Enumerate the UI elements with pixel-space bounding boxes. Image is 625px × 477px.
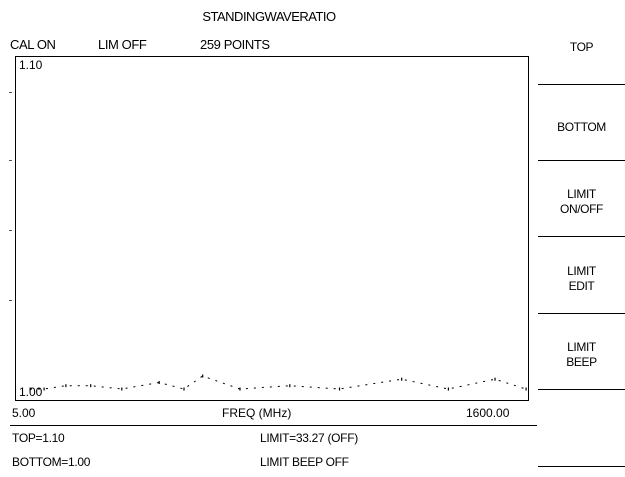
trace-point [43, 387, 45, 391]
plot-area: 1.10 1.00 [15, 56, 529, 401]
softkey-divider [538, 389, 625, 390]
limit-readout: LIMIT=33.27 (OFF) [260, 431, 358, 445]
beep-readout: LIMIT BEEP OFF [260, 455, 349, 469]
bottom-readout: BOTTOM=1.00 [12, 455, 91, 469]
softkey-divider [538, 236, 625, 237]
trace-point [525, 387, 527, 391]
x-start-label: 5.00 [12, 406, 36, 420]
limit-status: LIM OFF [98, 37, 147, 52]
top-readout: TOP=1.10 [12, 431, 65, 445]
y-bottom-label: 1.00 [19, 385, 43, 399]
softkey-panel: TOP BOTTOM LIMIT ON/OFF LIMIT EDIT LIMIT… [538, 0, 625, 477]
left-edge-tick [9, 230, 12, 231]
trace-point [401, 377, 403, 381]
softkey-limit-beep[interactable]: LIMIT BEEP [566, 340, 597, 369]
trace-point [65, 384, 67, 388]
cal-status: CAL ON [10, 37, 56, 52]
softkey-limit-on-off[interactable]: LIMIT ON/OFF [560, 187, 603, 216]
softkey-limit-edit[interactable]: LIMIT EDIT [567, 264, 596, 293]
left-edge-tick [9, 160, 12, 161]
trace-point [239, 387, 241, 391]
softkey-divider [538, 84, 625, 85]
left-edge-tick [9, 92, 12, 93]
swr-trace-line [30, 375, 527, 390]
softkey-top[interactable]: TOP [569, 40, 594, 54]
softkey-divider [538, 466, 625, 467]
trace-point [202, 374, 204, 378]
trace-point [158, 381, 160, 384]
screen-title: STANDINGWAVERATIO [202, 9, 336, 24]
swr-trace-svg [29, 374, 527, 391]
trace-point [289, 384, 291, 388]
x-end-label: 1600.00 [466, 406, 510, 420]
softkey-divider [538, 160, 625, 161]
trace-point [447, 387, 449, 391]
x-axis-label: FREQ (MHz) [222, 406, 292, 420]
trace-point [121, 387, 123, 391]
y-top-label: 1.10 [19, 58, 43, 72]
softkey-bottom[interactable]: BOTTOM [557, 120, 606, 134]
trace-point [90, 384, 92, 388]
points-status: 259 POINTS [200, 37, 270, 52]
softkey-divider [538, 313, 625, 314]
readout-divider [10, 425, 537, 426]
trace-point [183, 387, 185, 391]
trace-point [29, 387, 31, 391]
trace-point [494, 377, 496, 381]
trace-point [338, 387, 341, 391]
left-edge-tick [9, 300, 12, 301]
